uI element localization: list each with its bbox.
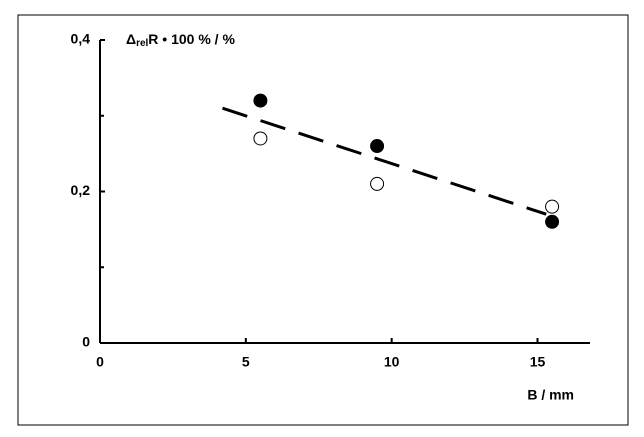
point — [253, 93, 268, 108]
x-axis-label: B / mm — [527, 387, 574, 403]
frame — [17, 14, 629, 426]
point — [370, 139, 385, 154]
x-tick-label: 15 — [530, 354, 546, 370]
y-tick-label: 0,4 — [71, 31, 91, 47]
y-label-rest: R • 100 % / % — [148, 31, 235, 47]
x-tick-label: 0 — [96, 354, 104, 370]
y-label-main: Δ — [126, 31, 136, 47]
point — [545, 214, 560, 229]
y-label-sub: rel — [136, 38, 148, 49]
point — [370, 176, 385, 191]
y-tick-label: 0,2 — [71, 182, 91, 198]
y-tick-label: 0 — [82, 334, 90, 350]
point — [253, 131, 268, 146]
x-tick-label: 5 — [242, 354, 250, 370]
point — [545, 199, 560, 214]
trend-line — [222, 106, 547, 216]
y-axis-label: ΔrelR • 100 % / % — [126, 31, 235, 49]
x-tick-label: 10 — [384, 354, 400, 370]
